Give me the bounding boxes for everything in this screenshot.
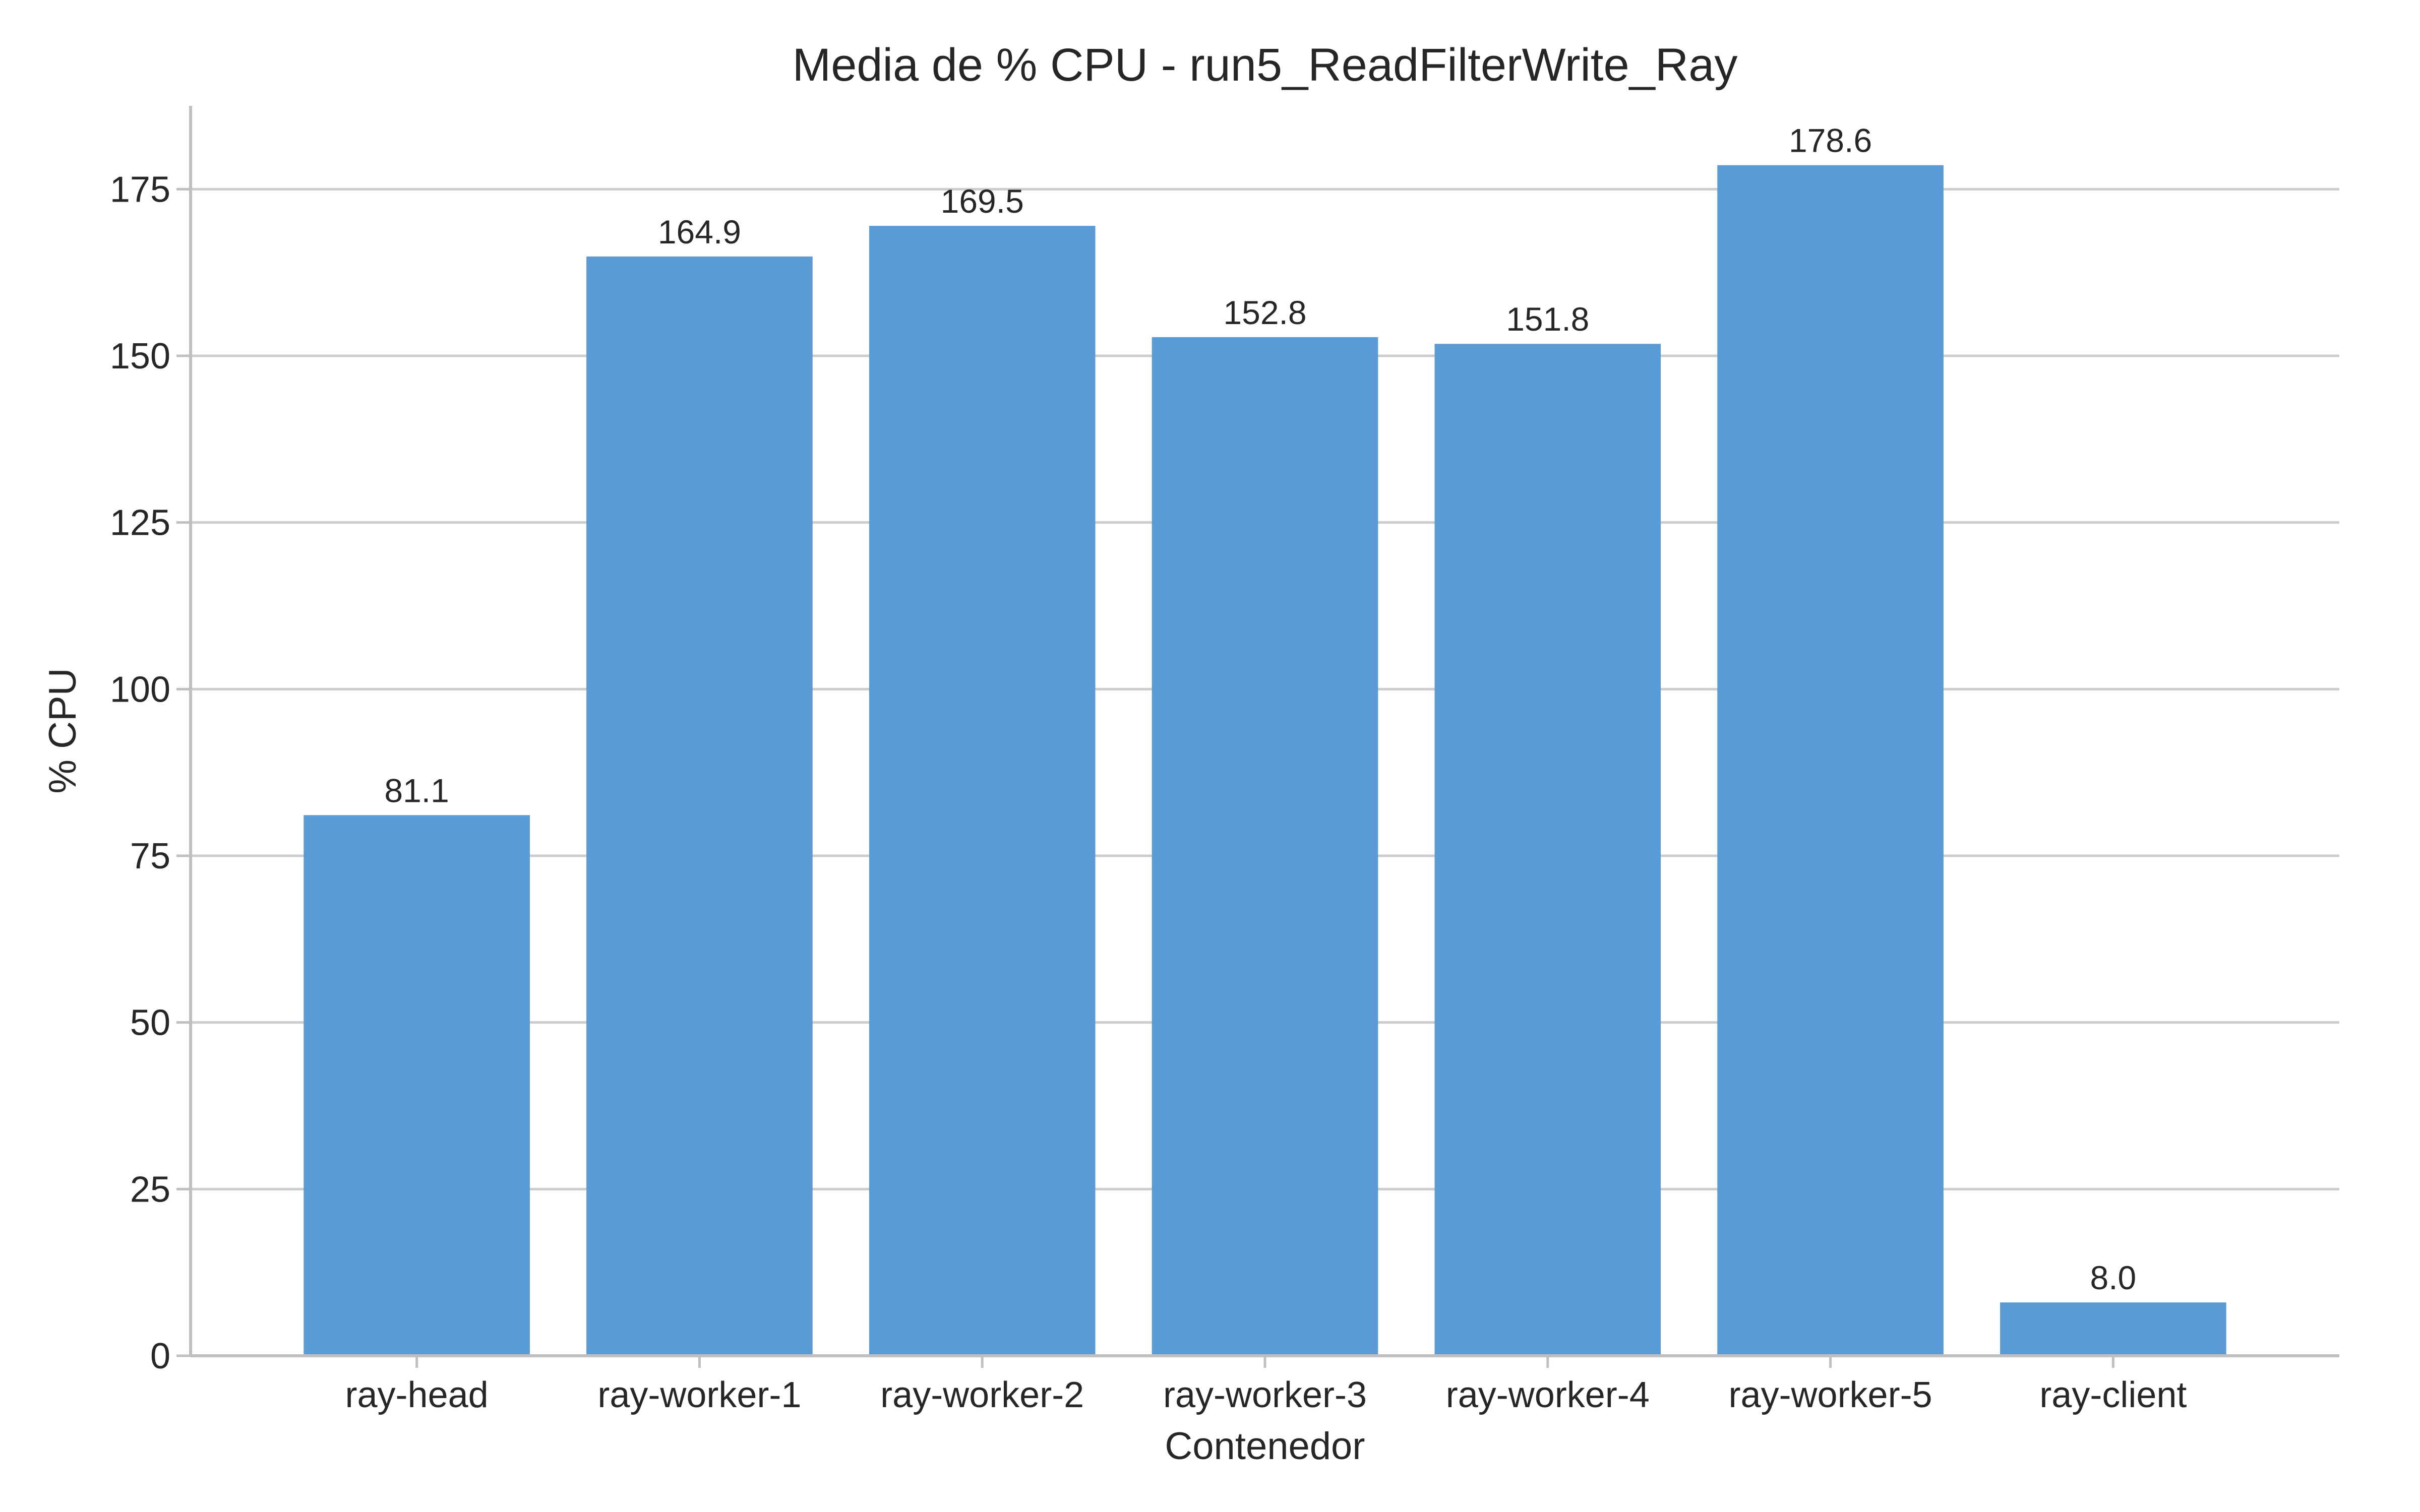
x-tick-label: ray-client (2039, 1375, 2187, 1415)
bar (586, 256, 813, 1356)
chart-title: Media de % CPU - run5_ReadFilterWrite_Ra… (793, 39, 1738, 91)
y-tick-label: 75 (130, 836, 170, 876)
bar (2000, 1302, 2226, 1356)
bar-value-label: 151.8 (1506, 300, 1589, 338)
bar-value-label: 164.9 (658, 213, 741, 250)
y-tick-label: 100 (110, 669, 170, 710)
bar-value-label: 152.8 (1223, 294, 1306, 331)
x-tick-label: ray-worker-1 (597, 1375, 801, 1415)
x-tick-label: ray-worker-5 (1729, 1375, 1932, 1415)
x-tick-label: ray-worker-3 (1163, 1375, 1367, 1415)
bar-value-label: 169.5 (941, 182, 1024, 220)
bar (304, 815, 530, 1356)
y-tick-label: 50 (130, 1003, 170, 1043)
y-tick-label: 125 (110, 503, 170, 543)
y-axis-label: % CPU (41, 668, 84, 793)
y-tick-label: 150 (110, 336, 170, 376)
x-tick-label: ray-worker-4 (1446, 1375, 1650, 1415)
x-tick-labels: ray-head ray-worker-1 ray-worker-2 ray-work… (345, 1356, 2187, 1415)
y-tick-labels: 0 25 50 75 100 125 150 175 (110, 169, 191, 1376)
data-labels: 81.1 164.9 169.5 152.8 151.8 178.6 8.0 (384, 122, 2136, 1296)
x-axis-label: Contenedor (1165, 1425, 1365, 1468)
y-tick-label: 175 (110, 169, 170, 210)
y-tick-label: 0 (150, 1336, 170, 1376)
bars (304, 165, 2226, 1356)
bar-value-label: 81.1 (384, 772, 449, 809)
bar (1152, 337, 1378, 1356)
y-tick-label: 25 (130, 1169, 170, 1210)
bar (1434, 344, 1661, 1356)
bar-value-label: 178.6 (1789, 122, 1872, 159)
bar-value-label: 8.0 (2090, 1259, 2136, 1296)
x-tick-label: ray-head (345, 1375, 489, 1415)
bar (1717, 165, 1944, 1356)
x-tick-label: ray-worker-2 (880, 1375, 1084, 1415)
bar (869, 226, 1096, 1356)
